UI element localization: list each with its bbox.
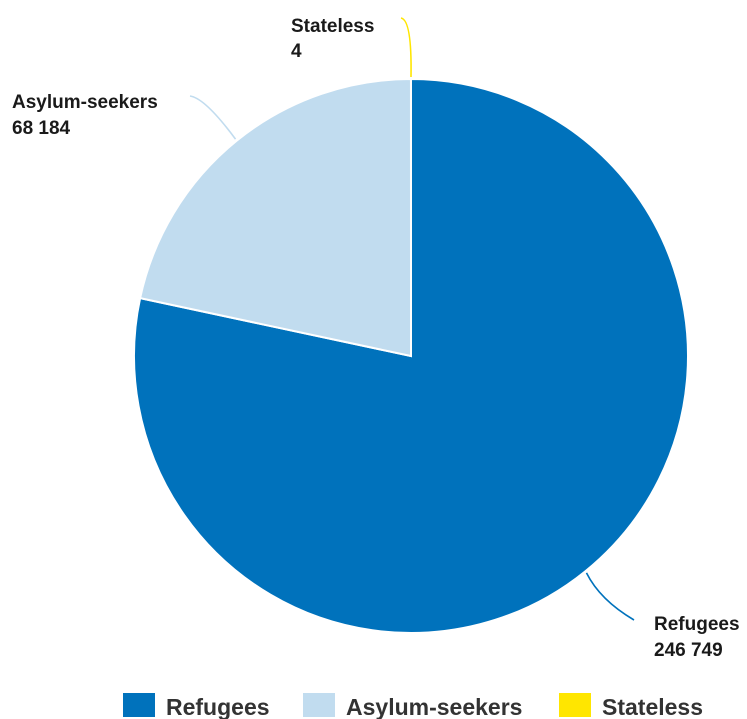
legend-swatch-refugees: [123, 693, 155, 717]
leader-line-asylum-seekers: [189, 95, 237, 140]
legend-label-refugees: Refugees: [166, 694, 270, 719]
leader-lines: [189, 17, 635, 621]
leader-line-refugees: [585, 572, 635, 621]
callout-label-stateless: Stateless: [291, 16, 374, 37]
pie-slice-asylum-seekers: [138, 77, 413, 358]
callout-label-asylum-seekers: Asylum-seekers: [12, 92, 158, 113]
legend: Refugees Asylum-seekers Stateless: [123, 693, 703, 719]
callout-value-asylum-seekers: 68 184: [12, 118, 71, 139]
pie-slice-refugees: [133, 77, 689, 634]
leader-line-stateless: [400, 17, 412, 78]
callout-label-refugees: Refugees: [654, 614, 740, 635]
legend-label-asylum-seekers: Asylum-seekers: [346, 694, 522, 719]
callout-value-refugees: 246 749: [654, 640, 723, 661]
pie-slices: [133, 77, 689, 634]
callout-value-stateless: 4: [291, 41, 302, 62]
legend-swatch-stateless: [559, 693, 591, 717]
legend-swatch-asylum-seekers: [303, 693, 335, 717]
legend-label-stateless: Stateless: [602, 694, 703, 719]
